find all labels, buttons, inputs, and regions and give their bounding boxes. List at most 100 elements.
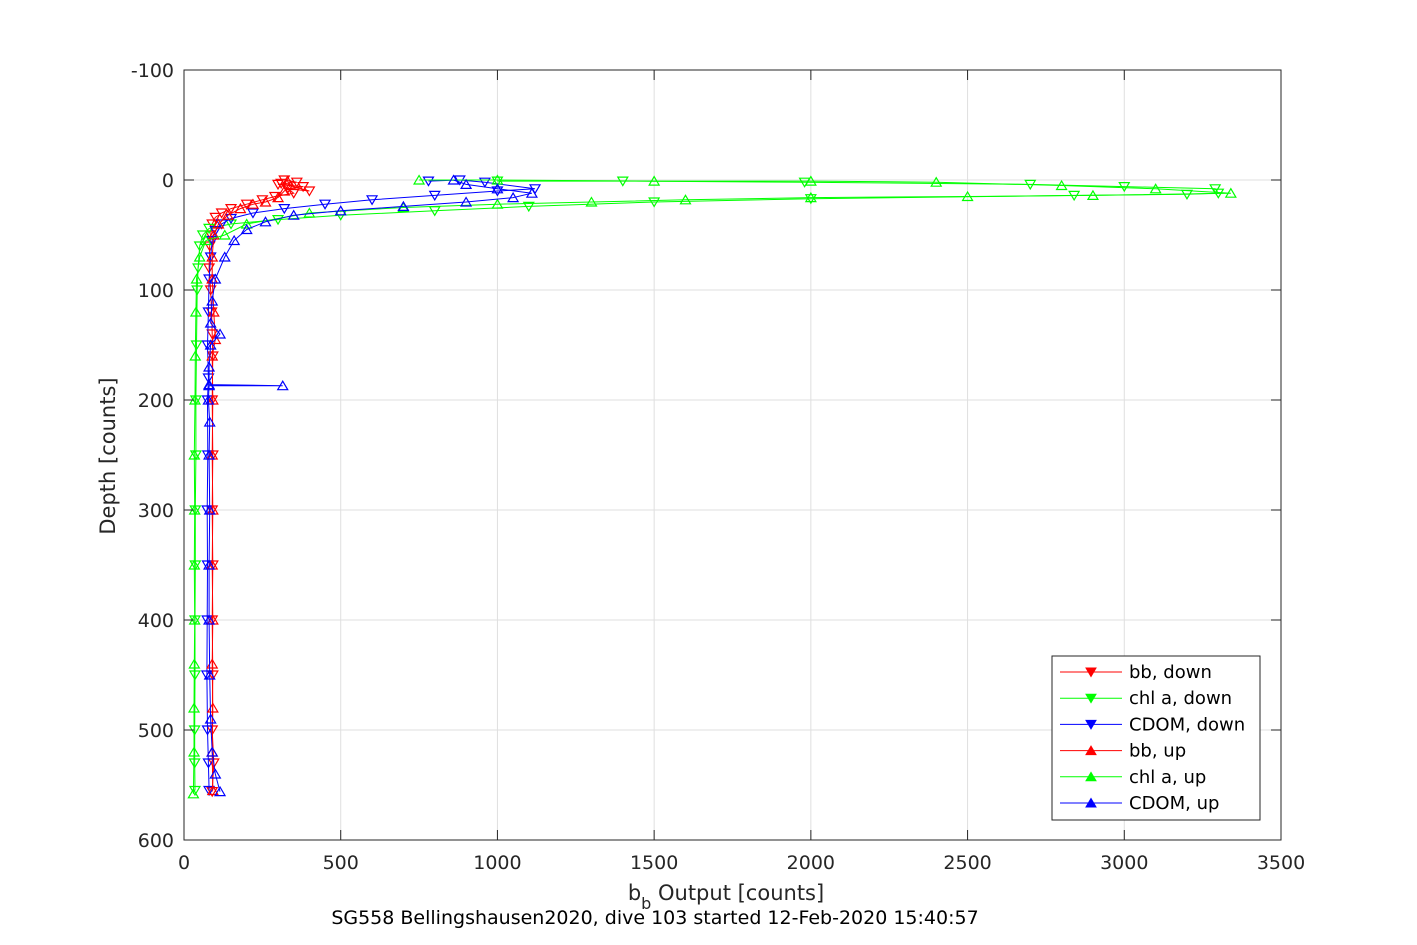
data-point [213,328,227,339]
data-point [188,758,201,769]
data-point [189,306,202,317]
data-point [201,450,214,461]
legend-marker [1085,719,1097,730]
data-point [196,230,209,241]
data-point [190,273,203,284]
data-point [204,317,217,328]
data-point [491,186,504,197]
data-point [204,339,217,350]
data-point [1086,189,1099,200]
legend-label: CDOM, down [1129,714,1245,735]
legend-marker [1085,693,1097,704]
legend-label: CDOM, up [1129,793,1219,814]
data-point [203,504,216,515]
data-point [188,449,201,460]
data-point [209,226,222,237]
data-point [804,194,817,205]
y-tick-label: 200 [138,390,174,412]
legend-entry: CDOM, up [1060,793,1219,814]
data-point [246,208,260,219]
data-point [203,263,216,274]
data-point [203,361,216,372]
y-tick-label: 100 [138,280,174,302]
data-point [1224,187,1237,198]
data-point [209,212,222,224]
data-point [207,229,220,240]
x-axis-label: bb Output [counts] [628,881,824,913]
data-point [203,669,216,680]
data-point [679,194,692,205]
data-point [193,241,206,252]
y-ticks: -100 0 100 200 300 400 500 600 [131,60,1281,852]
data-point [259,196,272,207]
data-point [447,174,460,185]
legend: bb, down chl a, down CDOM, down bb, up chl a… [1051,655,1261,821]
data-point [193,251,206,262]
x-tick-label: 0 [178,852,190,874]
data-point [1149,183,1162,194]
x-tick-label: 3000 [1100,852,1148,874]
data-point [187,788,200,799]
data-point [213,785,227,797]
legend-box [1051,655,1261,821]
data-point [256,195,269,206]
data-point [460,196,473,207]
data-point [206,784,219,796]
data-point [189,350,202,361]
data-point [281,175,294,186]
data-point [491,183,504,194]
data-point [276,380,289,391]
data-point [203,785,216,797]
data-point [199,234,212,246]
y-tick-label: 0 [162,170,174,192]
legend-label: chl a, down [1129,688,1232,709]
x-tick-label: 3500 [1257,852,1305,874]
data-point [1055,179,1068,191]
data-point [215,219,228,230]
data-point [218,251,231,262]
data-point [961,190,974,202]
data-point [397,200,410,211]
data-point [422,176,435,187]
data-point [428,190,441,202]
legend-marker [1085,667,1097,678]
data-point [234,202,247,214]
data-point [366,195,379,206]
legend-marker [1085,745,1097,756]
data-point [192,263,205,274]
plot-frame [183,69,1282,841]
x-ticks: 0 500 1000 1500 2000 2500 3000 3500 [178,70,1305,874]
data-point [259,216,272,227]
series-layer [187,174,1237,799]
legend-entry: bb, down [1060,662,1212,683]
data-point [209,333,222,345]
data-point [224,219,238,230]
data-point [278,185,291,196]
data-point [240,199,253,210]
data-point [202,373,215,384]
data-point [203,559,216,570]
data-point [271,191,285,203]
data-point [218,229,231,240]
caption: SG558 Bellingshausen2020, dive 103 start… [331,907,978,929]
x-tick-label: 2000 [787,852,835,874]
data-point [303,186,316,197]
data-point [206,295,219,306]
legend-entry: chl a, down [1060,688,1232,709]
data-point [287,209,300,220]
data-point [191,285,204,296]
legend-entry: CDOM, down [1060,714,1245,735]
x-tick-label: 500 [323,852,359,874]
data-point [246,198,260,209]
data-point [202,758,215,769]
y-tick-label: 400 [138,610,174,632]
data-point [203,416,216,427]
series-line [207,179,533,792]
data-point [209,768,222,779]
data-point [491,176,504,187]
data-point [201,340,214,351]
legend-label: chl a, up [1129,767,1206,788]
legend-entry: chl a, up [1060,767,1206,788]
data-point [212,218,225,229]
data-point [189,450,202,461]
